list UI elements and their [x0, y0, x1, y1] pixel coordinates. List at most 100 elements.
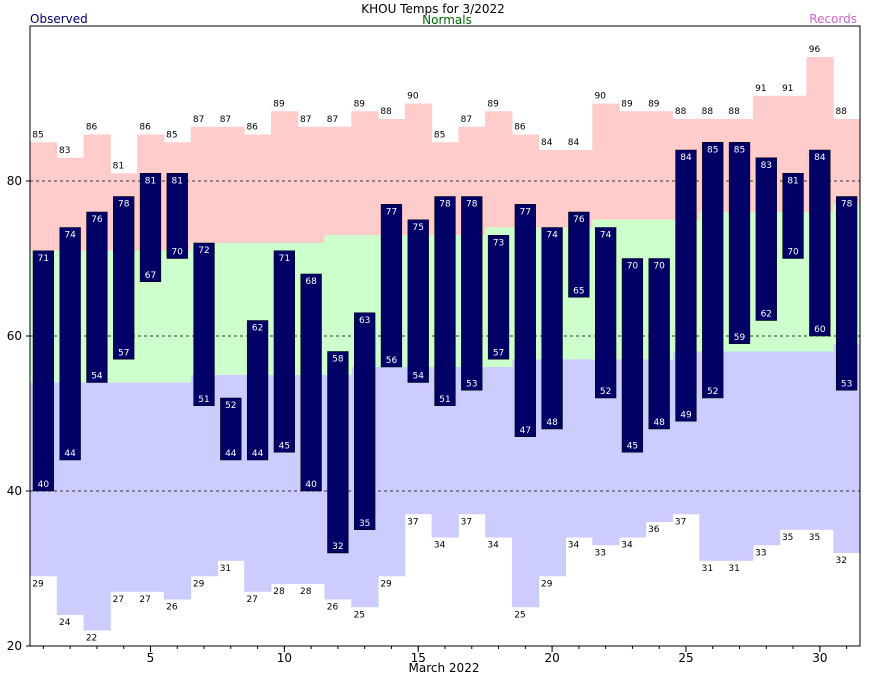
record-low-label: 32 — [835, 556, 846, 566]
record-low-label: 29 — [32, 579, 44, 589]
x-tick-label: 10 — [277, 651, 292, 665]
observed-high-label: 63 — [359, 316, 370, 326]
record-low-band — [83, 382, 111, 631]
record-high-label: 89 — [621, 99, 633, 109]
record-low-label: 22 — [86, 634, 97, 644]
record-high-label: 84 — [541, 138, 553, 148]
record-low-label: 27 — [139, 595, 150, 605]
y-tick-label: 80 — [7, 174, 22, 188]
axes-layer: 20 40 60 80 5 10 15 20 25 30 — [7, 25, 861, 665]
observed-low-label: 56 — [386, 356, 398, 366]
observed-high-label: 78 — [841, 200, 853, 210]
observed-high-label: 77 — [520, 207, 531, 217]
record-low-band — [137, 382, 165, 592]
record-high-band — [485, 111, 513, 228]
observed-low-label: 53 — [841, 379, 852, 389]
observed-low-label: 48 — [653, 418, 665, 428]
observed-high-label: 77 — [386, 207, 397, 217]
record-high-band — [833, 119, 861, 205]
observed-low-label: 44 — [225, 449, 237, 459]
record-high-band — [244, 134, 272, 243]
record-low-label: 27 — [113, 595, 124, 605]
observed-high-label: 71 — [279, 254, 290, 264]
observed-low-label: 48 — [546, 418, 558, 428]
observed-low-label: 44 — [64, 449, 76, 459]
observed-high-label: 81 — [172, 176, 183, 186]
observed-bar — [327, 351, 349, 554]
observed-high-label: 72 — [198, 246, 209, 256]
observed-low-label: 44 — [252, 449, 264, 459]
observed-low-label: 57 — [493, 348, 504, 358]
observed-bar — [139, 173, 162, 282]
record-low-label: 28 — [300, 587, 312, 597]
record-low-band — [190, 374, 218, 577]
x-tick-label: 25 — [678, 651, 693, 665]
observed-bar — [702, 142, 724, 399]
record-high-band — [217, 126, 245, 243]
observed-high-label: 70 — [627, 262, 639, 272]
observed-bar — [166, 173, 188, 259]
observed-high-label: 85 — [734, 145, 745, 155]
observed-low-label: 53 — [466, 379, 477, 389]
y-tick-label: 40 — [7, 484, 22, 498]
observed-bar — [32, 250, 55, 492]
x-tick-label: 15 — [411, 651, 426, 665]
record-high-band — [351, 111, 379, 236]
record-low-label: 24 — [59, 618, 71, 628]
record-low-band — [110, 382, 138, 592]
record-low-label: 34 — [487, 541, 499, 551]
record-high-label: 87 — [220, 115, 231, 125]
record-low-label: 26 — [327, 603, 339, 613]
observed-high-label: 58 — [332, 355, 344, 365]
record-high-label: 91 — [782, 84, 793, 94]
observed-high-label: 74 — [600, 231, 612, 241]
observed-bar — [220, 397, 242, 461]
observed-bar — [728, 142, 751, 344]
observed-bar — [246, 320, 269, 461]
record-low-label: 27 — [246, 595, 257, 605]
y-tick-label: 20 — [7, 639, 22, 653]
record-low-label: 29 — [541, 579, 553, 589]
record-low-band — [458, 367, 486, 515]
record-low-label: 31 — [728, 564, 739, 574]
record-high-label: 90 — [595, 92, 607, 102]
observed-high-label: 84 — [814, 153, 826, 163]
record-low-band — [485, 367, 513, 538]
observed-low-label: 52 — [707, 387, 718, 397]
observed-high-label: 78 — [118, 200, 130, 210]
record-low-band — [752, 351, 781, 546]
record-high-label: 87 — [300, 115, 311, 125]
record-high-label: 90 — [407, 92, 419, 102]
observed-bar — [113, 196, 135, 360]
record-high-label: 89 — [354, 99, 366, 109]
record-high-label: 81 — [113, 161, 124, 171]
record-low-band — [565, 359, 593, 538]
record-low-label: 28 — [273, 587, 285, 597]
observed-bar — [568, 211, 590, 298]
observed-low-label: 54 — [91, 372, 103, 382]
record-low-label: 29 — [380, 579, 392, 589]
x-tick-label: 30 — [812, 651, 827, 665]
observed-low-label: 54 — [412, 372, 424, 382]
y-tick-label: 60 — [7, 329, 22, 343]
record-low-label: 37 — [461, 517, 472, 527]
observed-high-label: 73 — [493, 238, 504, 248]
record-low-label: 37 — [675, 517, 686, 527]
observed-bar — [434, 196, 456, 406]
observed-bar — [354, 312, 376, 530]
observed-low-label: 40 — [305, 480, 317, 490]
record-low-label: 34 — [434, 541, 446, 551]
observed-high-label: 71 — [38, 254, 49, 264]
record-high-label: 86 — [246, 123, 258, 133]
record-high-label: 87 — [327, 115, 338, 125]
observed-bar — [193, 242, 215, 406]
observed-low-label: 70 — [787, 248, 799, 258]
observed-bar — [835, 196, 858, 391]
record-high-label: 87 — [461, 115, 472, 125]
observed-low-label: 65 — [573, 286, 584, 296]
observed-bar — [461, 196, 483, 391]
observed-low-label: 57 — [118, 348, 129, 358]
observed-low-label: 49 — [680, 410, 692, 420]
observed-high-label: 81 — [145, 176, 156, 186]
record-high-label: 86 — [86, 123, 98, 133]
